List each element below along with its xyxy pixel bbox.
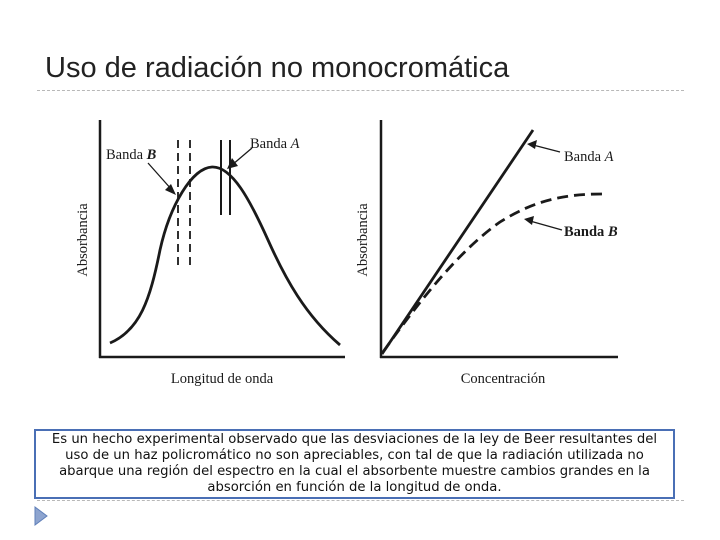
caption-box: Es un hecho experimental observado que l… [34, 429, 675, 499]
band-b-arrowhead [165, 184, 176, 195]
right-band-b-label: Banda B [564, 224, 618, 240]
title-divider [37, 90, 684, 91]
band-b-arrow [147, 162, 173, 191]
band-a-arrow [231, 147, 253, 166]
band-b-curve [381, 192, 603, 353]
right-y-axis-label: Absorbancia [355, 203, 371, 277]
right-band-b-arrow [529, 220, 563, 231]
wavelength-plot: Banda B Banda A Absorbancia Longitud de … [75, 120, 345, 387]
left-y-axis-label: Absorbancia [75, 203, 91, 277]
left-x-axis-label: Longitud de onda [171, 371, 274, 387]
concentration-plot: Banda A Banda B Absorbancia Concentració… [355, 120, 618, 387]
right-band-a-arrow [532, 144, 561, 153]
absorption-band-curve [109, 165, 341, 347]
left-band-a-label: Banda A [250, 136, 300, 152]
right-band-b-arrowhead [524, 216, 534, 225]
band-a-arrowhead [227, 158, 238, 169]
right-band-a-label: Banda A [564, 149, 614, 165]
band-a-line [380, 129, 535, 355]
right-band-a-arrowhead [527, 140, 537, 149]
slide-title: Uso de radiación no monocromática [45, 52, 510, 84]
right-x-axis-label: Concentración [461, 371, 546, 387]
triangle-arrow-icon [34, 506, 48, 526]
left-band-b-label: Banda B [106, 147, 157, 163]
footer-divider [37, 500, 684, 501]
